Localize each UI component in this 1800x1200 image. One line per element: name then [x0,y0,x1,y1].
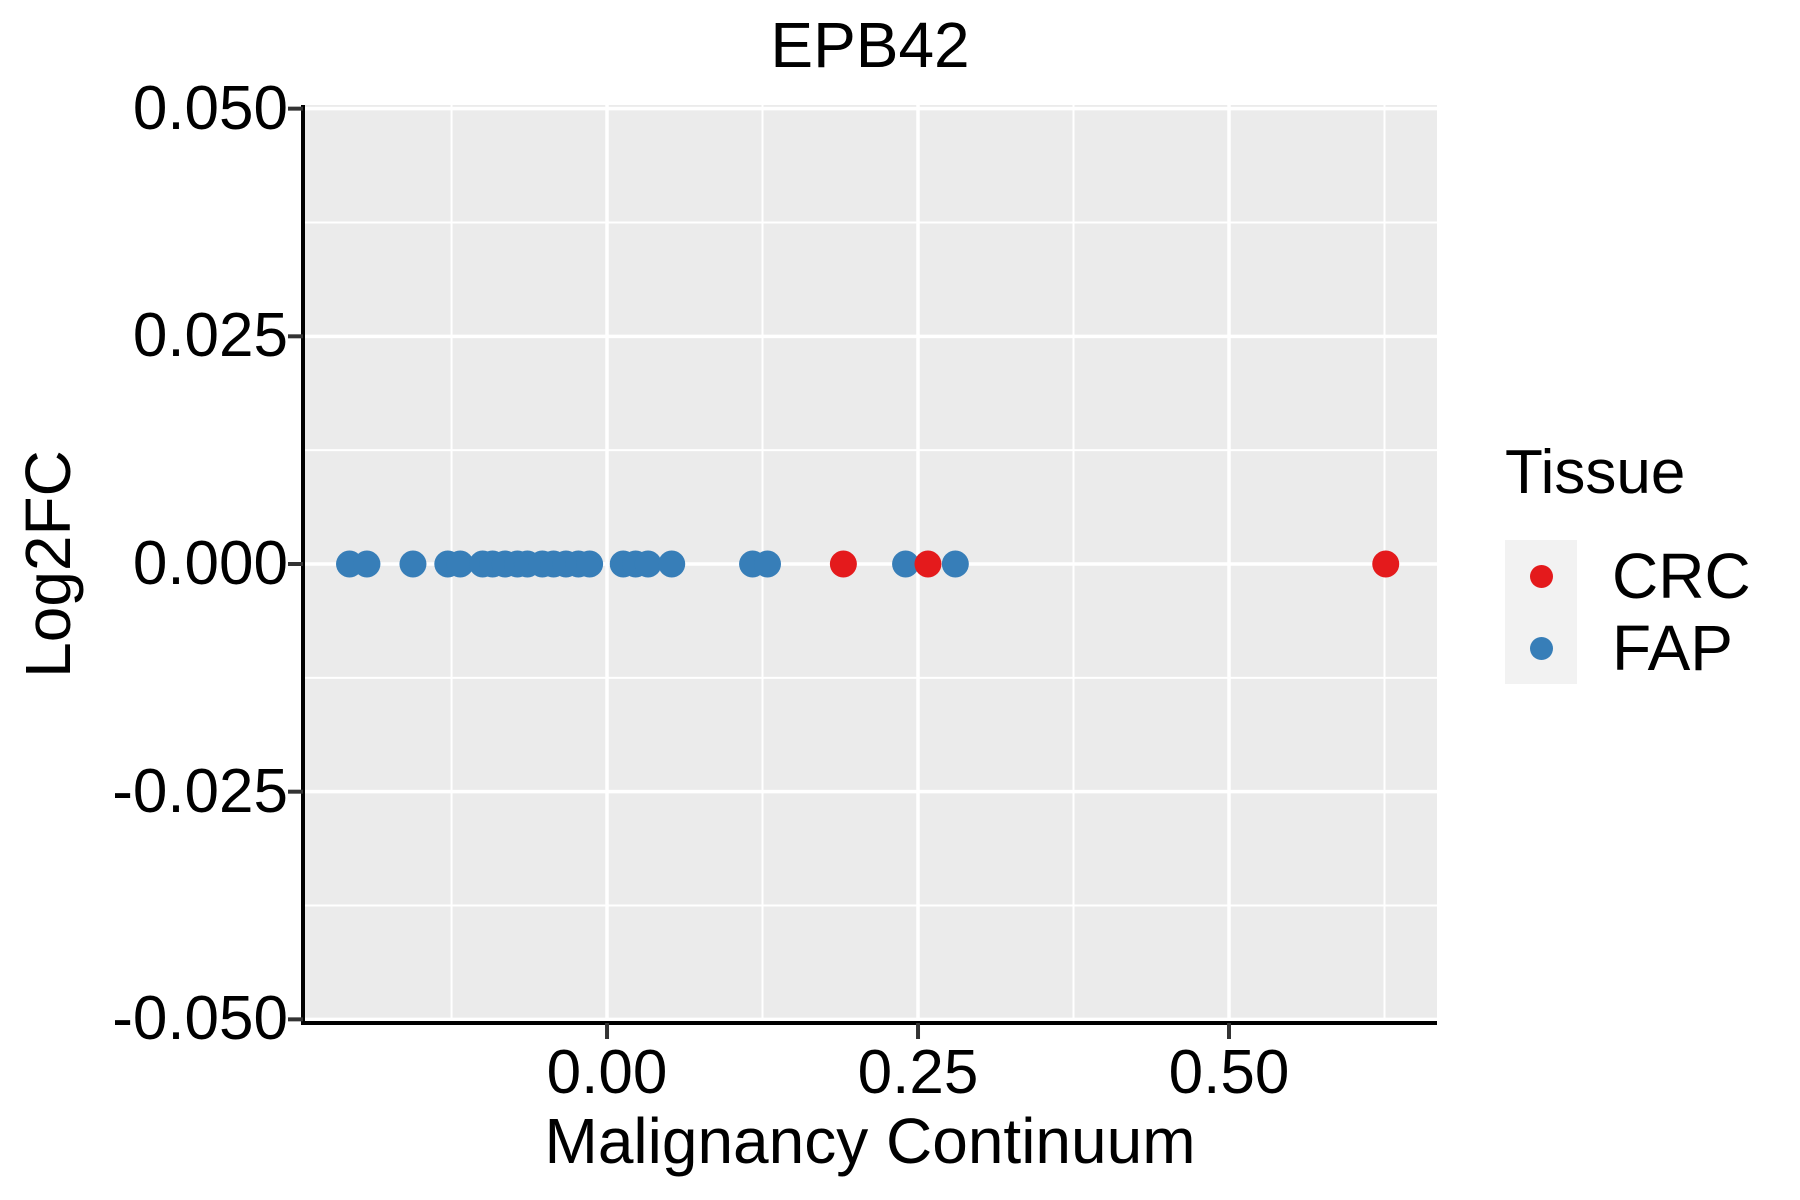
data-point-fap [753,550,781,578]
legend-label: CRC [1612,540,1751,612]
data-point-fap [658,550,686,578]
x-tick-label: 0.50 [1168,1038,1290,1107]
legend-entry-crc: CRC [1505,540,1751,612]
x-axis-title: Malignancy Continuum [544,1105,1196,1177]
x-tick-label: 0.25 [857,1038,979,1107]
y-tick-label: -0.050 [112,984,288,1054]
data-point-fap [941,550,969,578]
legend-label: FAP [1612,612,1733,684]
legend-key [1505,540,1577,612]
y-tick-label: 0.050 [132,73,288,143]
legend: Tissue CRC FAP [1505,442,1751,684]
y-tick-label: 0.025 [132,301,288,371]
y-tick-label: 0.000 [132,529,288,598]
data-point-fap [576,550,604,578]
data-point-fap [892,550,920,578]
legend-entries: CRC FAP [1505,540,1751,684]
data-point-crc [829,550,857,578]
data-point-fap [446,550,474,578]
legend-key-dot-icon [1529,636,1553,660]
legend-key [1505,612,1577,684]
y-axis-title: Log2FC [12,450,84,678]
data-point-crc [1372,550,1400,578]
data-point-fap [634,550,662,578]
legend-key-dot-icon [1529,564,1553,588]
data-point-crc [914,550,942,578]
legend-title: Tissue [1505,438,1686,507]
plot-title: EPB42 [770,9,970,81]
data-point-fap [399,550,427,578]
data-point-fap [353,550,381,578]
x-tick-label: 0.00 [546,1038,668,1107]
y-tick-label: -0.025 [112,756,288,826]
legend-entry-fap: FAP [1505,612,1751,684]
